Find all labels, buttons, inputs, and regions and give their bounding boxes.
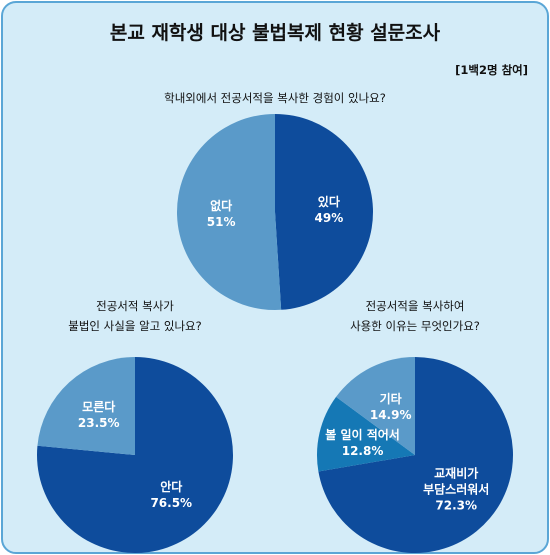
question: 사용한 이유는 무엇인가요? <box>350 319 480 333</box>
slice-label: 볼 일이 적어서 12.8% <box>325 426 400 458</box>
value-label: 72.3% <box>435 498 478 513</box>
subtitle: [1백2명 참여] <box>455 63 528 77</box>
question: 불법인 사실을 알고 있나요? <box>68 319 202 333</box>
category-label: 모른다 <box>82 399 116 414</box>
pie-slice <box>176 114 282 310</box>
category-label: 있다 <box>317 195 340 210</box>
value-label: 76.5% <box>150 495 193 510</box>
category-label: 볼 일이 적어서 <box>325 427 400 442</box>
page-title: 본교 재학생 대상 불법복제 현황 설문조사 <box>109 22 441 44</box>
category-label: 교재비가 부담스러워서 <box>423 466 490 497</box>
value-label: 12.8% <box>341 443 384 458</box>
value-label: 49% <box>314 211 344 226</box>
pie-slice <box>318 357 513 554</box>
slice-label: 안다 76.5% <box>150 479 192 511</box>
category-label: 없다 <box>210 198 233 213</box>
pie-slice <box>275 114 373 310</box>
category-label: 기타 <box>379 391 402 406</box>
slice-label: 있다 49% <box>314 194 343 226</box>
slice-label: 기타 14.9% <box>370 391 412 423</box>
pie-slice <box>336 357 415 455</box>
value-label: 14.9% <box>369 407 412 422</box>
value-label: 23.5% <box>77 416 120 431</box>
slice-label: 교재비가 부담스러워서 72.3% <box>423 465 489 514</box>
question: 전공서적을 복사하여 <box>365 299 465 313</box>
pie-slice <box>37 357 135 455</box>
slice-label: 모른다 23.5% <box>78 399 120 431</box>
question: 학내외에서 전공서적을 복사한 경험이 있나요? <box>164 91 386 105</box>
slice-label: 없다 51% <box>207 198 236 230</box>
category-label: 안다 <box>160 479 183 494</box>
question: 전공서적 복사가 <box>96 299 174 313</box>
pie-slice <box>317 396 415 472</box>
value-label: 51% <box>206 214 236 229</box>
